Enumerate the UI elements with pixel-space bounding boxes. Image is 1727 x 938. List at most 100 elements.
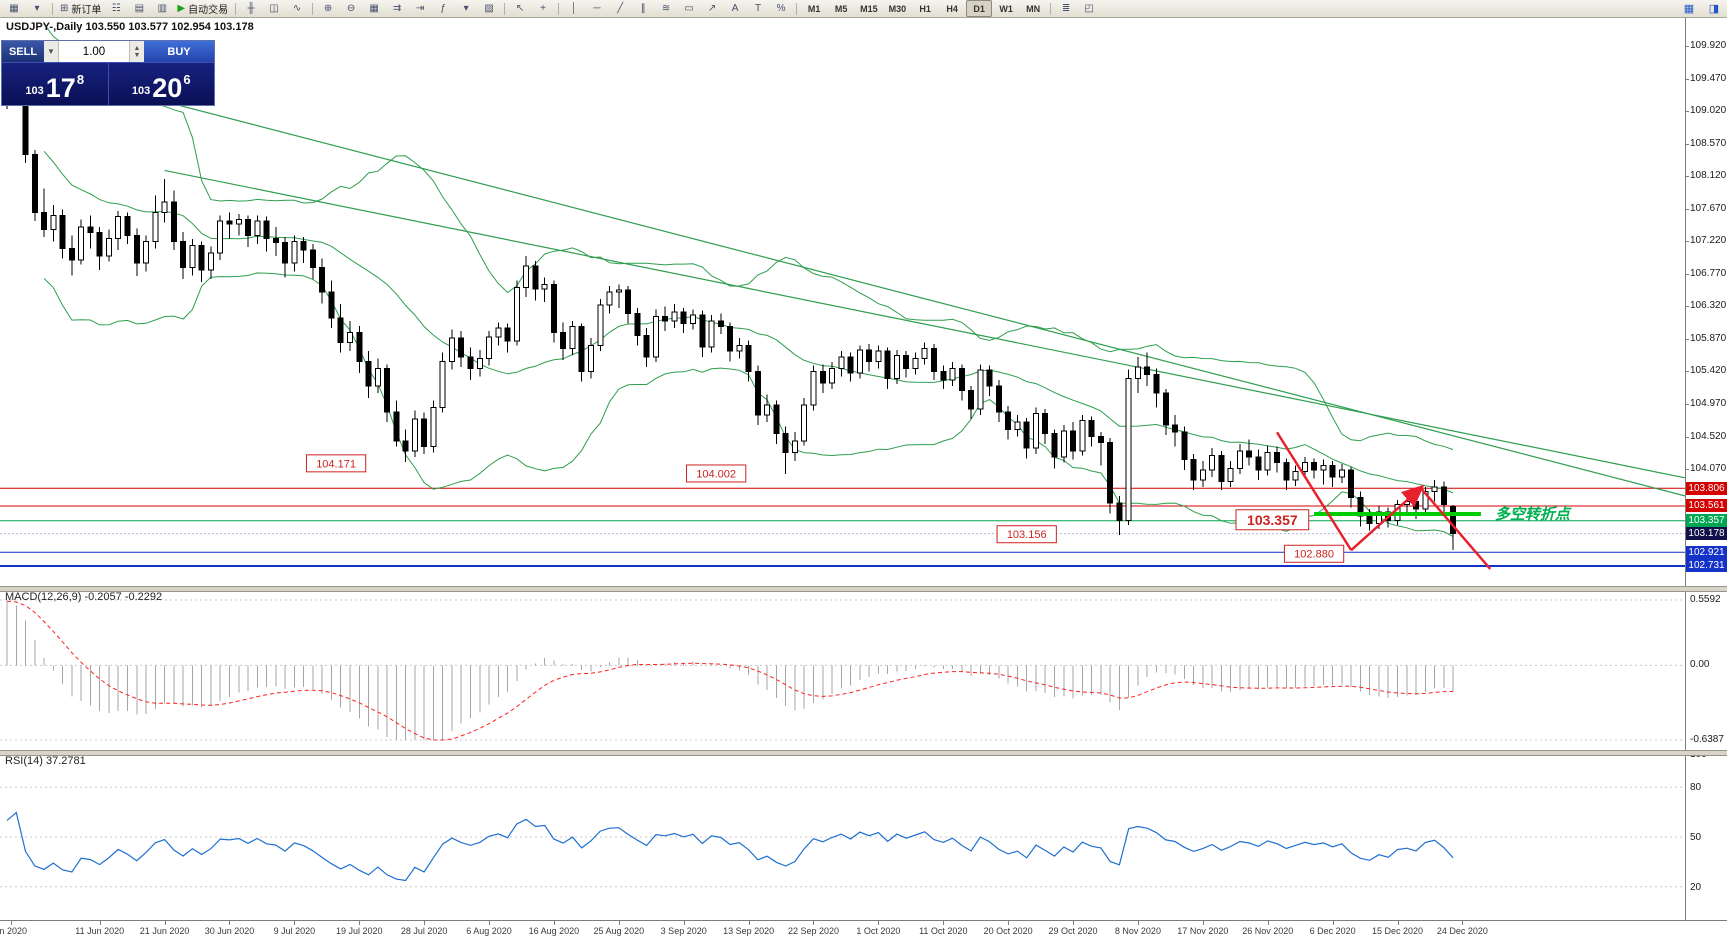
candlestick-chart-icon: ◫ bbox=[269, 2, 279, 14]
volume-dropdown-icon[interactable]: ▼ bbox=[44, 41, 59, 62]
chart-shift-icon[interactable]: ⇥ bbox=[409, 0, 431, 17]
navigator-icon[interactable]: ▤ bbox=[128, 0, 150, 17]
timeframe-m30[interactable]: M30 bbox=[888, 3, 907, 14]
toolbar-separator bbox=[52, 2, 53, 15]
vertical-line-icon: │ bbox=[570, 2, 578, 14]
panel-separator-rsi[interactable] bbox=[0, 750, 1727, 756]
macd-axis-label: -0.6387 bbox=[1690, 733, 1724, 745]
autotrading-button[interactable]: ▶ 自动交易 bbox=[174, 0, 231, 17]
layout-icon[interactable]: ▦ bbox=[1678, 1, 1700, 18]
date-tick bbox=[359, 921, 361, 925]
arrow-object-icon[interactable]: ↗ bbox=[701, 0, 723, 17]
trendline-icon[interactable]: ╱ bbox=[609, 0, 631, 17]
profiles-dropdown-icon[interactable]: ▾ bbox=[26, 0, 48, 17]
auto-scroll-icon[interactable]: ⇉ bbox=[386, 0, 408, 17]
price-marker: 103.561 bbox=[1686, 499, 1727, 513]
rsi-indicator-label: RSI(14) 37.2781 bbox=[5, 755, 86, 767]
sell-price-handle: 103 bbox=[25, 85, 44, 97]
volume-down-icon[interactable]: ▼ bbox=[133, 51, 141, 59]
panel-separator-macd[interactable] bbox=[0, 586, 1727, 592]
timeframe-w1[interactable]: W1 bbox=[999, 3, 1013, 14]
volume-up-icon[interactable]: ▲ bbox=[133, 44, 141, 52]
price-axis-label: 105.420 bbox=[1690, 365, 1727, 377]
crosshair-icon[interactable]: + bbox=[532, 0, 554, 17]
zoom-in-icon[interactable]: ⊕ bbox=[317, 0, 339, 17]
new-chart-icon[interactable]: ▦ bbox=[3, 0, 25, 17]
price-axis-tick bbox=[1685, 143, 1689, 145]
indicator-list-icon[interactable]: ≣ bbox=[1055, 0, 1077, 17]
date-tick bbox=[683, 921, 685, 925]
svg-text:103.357: 103.357 bbox=[1247, 512, 1298, 528]
price-axis-label: 105.870 bbox=[1690, 332, 1727, 344]
price-callouts[interactable]: 104.171 104.002 103.156 103.357 102.880 bbox=[305, 454, 1345, 563]
date-axis[interactable]: un 2020 11 Jun 2020 21 Jun 2020 30 Jun 2020… bbox=[0, 920, 1727, 938]
buy-price-button[interactable]: 103 20 6 bbox=[107, 63, 215, 105]
indicator-list-icon: ≣ bbox=[1061, 2, 1071, 14]
rsi-panel bbox=[0, 786, 1685, 888]
trendlines[interactable] bbox=[25, 64, 1685, 497]
timeframe-mn[interactable]: MN bbox=[1026, 3, 1041, 14]
price-axis[interactable]: 109.920 109.470 109.020 108.570 108.120 107.6… bbox=[1685, 18, 1727, 920]
text-object-icon[interactable]: T bbox=[747, 0, 769, 17]
price-axis-label: 106.320 bbox=[1690, 300, 1727, 312]
timeframe-h1[interactable]: H1 bbox=[919, 3, 931, 14]
date-tick bbox=[294, 921, 296, 925]
price-axis-tick bbox=[1685, 78, 1689, 80]
date-tick bbox=[10, 921, 12, 925]
indicators-icon[interactable]: ƒ bbox=[432, 0, 454, 17]
line-chart-icon[interactable]: ∿ bbox=[286, 0, 308, 17]
date-tick bbox=[424, 921, 426, 925]
price-axis-tick bbox=[1685, 469, 1689, 471]
trade-controls-row: SELL ▼ 1.00 ▲ ▼ BUY bbox=[2, 41, 214, 63]
cursor-icon[interactable]: ↖ bbox=[509, 0, 531, 17]
svg-text:104.002: 104.002 bbox=[696, 468, 736, 480]
panels-icon[interactable]: ◨ bbox=[1703, 1, 1725, 18]
terminal-icon[interactable]: ▥ bbox=[151, 0, 173, 17]
date-label: 13 Sep 2020 bbox=[723, 926, 775, 936]
timeframe-h4[interactable]: H4 bbox=[946, 3, 958, 14]
channel-icon[interactable]: ∥ bbox=[632, 0, 654, 17]
date-label: 11 Jun 2020 bbox=[75, 926, 125, 936]
text-label-icon[interactable]: A bbox=[724, 0, 746, 17]
toolbar-separator bbox=[558, 2, 560, 15]
timeframe-m1[interactable]: M1 bbox=[807, 3, 821, 14]
timeframe-d1[interactable]: D1 bbox=[966, 0, 993, 17]
new-order-button[interactable]: ⊞ 新订单 bbox=[57, 0, 104, 17]
fibonacci-icon[interactable]: ≋ bbox=[655, 0, 677, 17]
bar-chart-icon[interactable]: ╫ bbox=[240, 0, 262, 17]
new-order-icon: ⊞ bbox=[60, 2, 69, 14]
text-label-icon: A bbox=[731, 2, 739, 14]
date-label: 9 Jul 2020 bbox=[273, 926, 316, 936]
volume-stepper[interactable]: ▲ ▼ bbox=[129, 41, 144, 62]
vertical-line-icon[interactable]: │ bbox=[563, 0, 585, 17]
chart-plot[interactable]: 104.171 104.002 103.156 103.357 102.880 多空转折点 bbox=[0, 18, 1685, 920]
indicators-icon: ƒ bbox=[440, 2, 446, 14]
channel-icon: ∥ bbox=[640, 2, 646, 14]
volume-input[interactable]: 1.00 bbox=[59, 41, 129, 62]
periods-dropdown-icon[interactable]: ▾ bbox=[455, 0, 477, 17]
market-watch-icon[interactable]: ☷ bbox=[105, 0, 127, 17]
horizontal-line-icon[interactable]: ─ bbox=[586, 0, 608, 17]
objects-list-icon[interactable]: ◰ bbox=[1078, 0, 1100, 17]
buy-button[interactable]: BUY bbox=[144, 41, 214, 62]
sell-price-button[interactable]: 103 17 8 bbox=[2, 63, 108, 105]
date-label: 25 Aug 2020 bbox=[593, 926, 645, 936]
candlestick-chart-icon[interactable]: ◫ bbox=[263, 0, 285, 17]
annotation-text[interactable]: 多空转折点 bbox=[1495, 505, 1572, 523]
sell-button[interactable]: SELL bbox=[2, 41, 44, 62]
macd-axis-label: 0.5592 bbox=[1690, 594, 1721, 605]
percent-icon[interactable]: % bbox=[770, 0, 792, 17]
zoom-out-icon[interactable]: ⊖ bbox=[340, 0, 362, 17]
template-icon[interactable]: ▧ bbox=[478, 0, 500, 17]
zoom-in-icon: ⊕ bbox=[323, 2, 333, 14]
chart-title: USDJPY-,Daily 103.550 103.577 102.954 10… bbox=[6, 21, 254, 33]
price-axis-tick bbox=[1685, 371, 1689, 373]
price-axis-border bbox=[1685, 18, 1686, 920]
timeframe-m15[interactable]: M15 bbox=[860, 3, 878, 14]
shapes-icon[interactable]: ▭ bbox=[678, 0, 700, 17]
timeframe-m5[interactable]: M5 bbox=[834, 3, 848, 14]
forecast-arrows[interactable] bbox=[1275, 431, 1492, 570]
tile-windows-icon[interactable]: ▦ bbox=[363, 0, 385, 17]
price-axis-tick bbox=[1685, 46, 1689, 47]
trade-prices: 103 17 8 103 20 6 bbox=[2, 63, 214, 105]
